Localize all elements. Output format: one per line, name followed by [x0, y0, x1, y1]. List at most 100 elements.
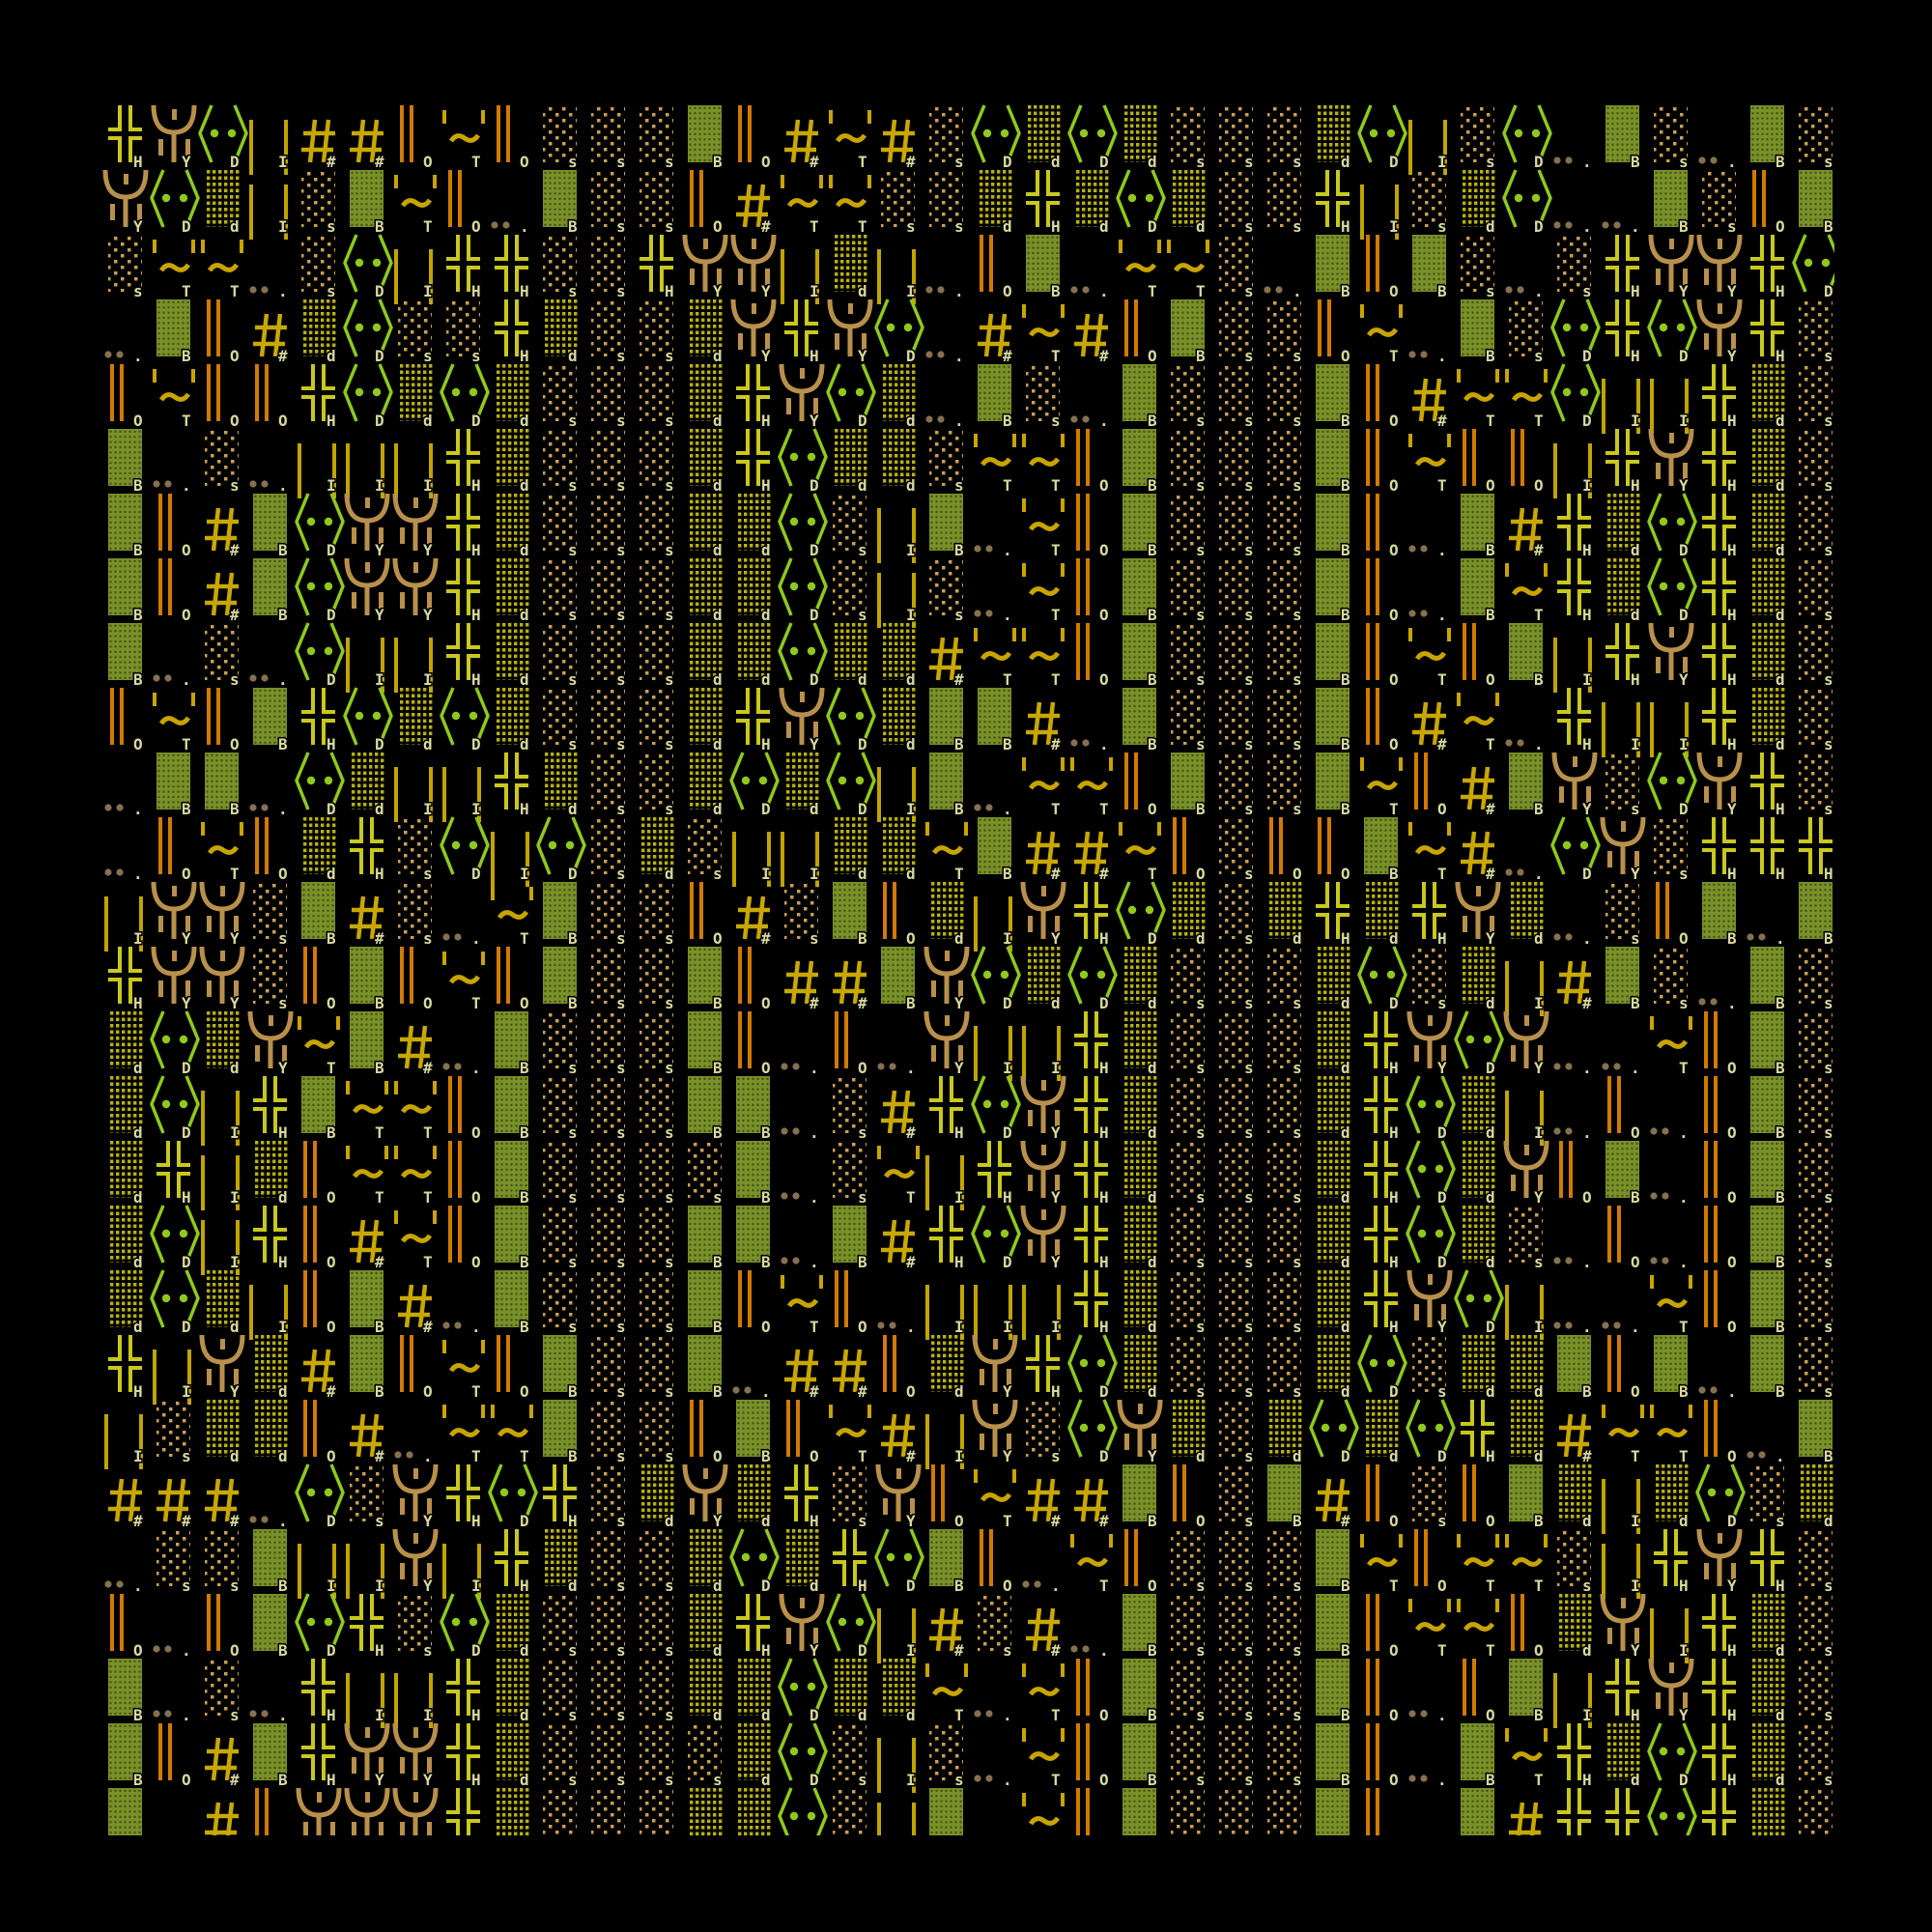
two-dots-icon: [1553, 1063, 1573, 1070]
quote-tilde-icon: [974, 628, 1016, 659]
two-dots-icon: [781, 1127, 800, 1135]
angle-bracket-eyes-icon: [1550, 362, 1601, 423]
angle-bracket-eyes-icon: [1454, 1009, 1504, 1070]
angle-bracket-eyes-icon: [1695, 1463, 1746, 1523]
two-dots-icon: [1505, 868, 1524, 876]
quote-tilde-icon: [1022, 498, 1065, 529]
grid-row-code: B.s.DIIHdsssddDdd#TTOBsssBOTOBIHYHds: [133, 670, 1833, 689]
angle-bracket-eyes-icon: [971, 103, 1021, 164]
quote-tilde-icon: [1070, 1534, 1113, 1565]
double-bar-icon: [1559, 1141, 1573, 1198]
dense-dots-icon: [1750, 1788, 1785, 1835]
double-bar-icon: [1366, 494, 1379, 551]
angle-bracket-eyes-icon: [295, 1592, 345, 1653]
angle-bracket-eyes-icon: [1647, 298, 1697, 358]
two-dots-icon: [877, 1063, 896, 1070]
angle-bracket-eyes-icon: [1406, 1139, 1456, 1200]
angle-bracket-eyes-icon: [1406, 1398, 1456, 1459]
two-dots-icon: [1553, 933, 1573, 941]
double-bar-icon: [1704, 1011, 1718, 1068]
two-dots-icon: [153, 1645, 172, 1653]
double-bar-icon: [400, 947, 413, 1004]
angle-bracket-eyes-icon: [1550, 815, 1601, 876]
angle-bracket-eyes-icon: [1792, 233, 1834, 294]
angle-bracket-eyes-icon: [150, 1204, 200, 1264]
double-bar-icon: [1704, 1141, 1718, 1198]
quote-tilde-icon: [829, 110, 871, 141]
quote-tilde-icon: [1457, 369, 1499, 400]
grid-row-code: .BO#dDssHdssdYHYD.#T#OBssOT.BsDHDYHs: [133, 347, 1833, 365]
quote-tilde-icon: [394, 175, 437, 206]
double-bar-icon: [1366, 623, 1379, 680]
double-bar-icon: [1704, 1400, 1718, 1457]
angle-bracket-eyes-icon: [343, 298, 393, 358]
quote-tilde-icon: [1022, 1728, 1065, 1759]
trident-icon: [298, 1788, 339, 1845]
double-bar-icon: [207, 299, 220, 356]
angle-bracket-eyes-icon: [150, 1009, 200, 1070]
double-bar-icon: [738, 105, 752, 162]
double-bar-icon: [303, 1141, 317, 1198]
two-dots-icon: [877, 1321, 896, 1329]
angle-bracket-eyes-icon: [826, 686, 876, 747]
double-bar-icon: [1704, 1270, 1718, 1327]
angle-bracket-eyes-icon: [971, 1204, 1021, 1264]
two-dots-icon: [442, 1063, 462, 1070]
quote-tilde-icon: [1022, 757, 1065, 788]
dense-dots-icon: [736, 1788, 771, 1835]
double-bar-icon: [1173, 817, 1186, 874]
quote-tilde-icon: [925, 1663, 968, 1694]
two-dots-icon: [1747, 1451, 1766, 1459]
double-bar-icon: [207, 1594, 220, 1651]
quote-tilde-icon: [153, 693, 195, 724]
two-dots-icon: [974, 545, 993, 553]
angle-bracket-eyes-icon: [778, 492, 828, 553]
double-bar-icon: [1076, 494, 1090, 551]
two-dots-icon: [1264, 286, 1283, 294]
quote-tilde-icon: [1022, 1663, 1065, 1694]
double-bar-icon: [1366, 1723, 1379, 1780]
quote-tilde-icon: [1650, 1275, 1692, 1306]
angle-bracket-eyes-icon: [440, 686, 490, 747]
double-bar-icon: [1463, 623, 1476, 680]
double-bar-icon: [1124, 299, 1138, 356]
quote-tilde-icon: [1505, 1728, 1548, 1759]
quote-tilde-icon: [442, 952, 485, 982]
two-dots-icon: [394, 1451, 413, 1459]
double-bar-icon: [980, 235, 993, 292]
two-dots-icon: [153, 674, 172, 682]
double-bar-icon: [1366, 429, 1379, 486]
two-dots-icon: [925, 286, 945, 294]
double-bar-icon: [255, 1788, 269, 1835]
quote-tilde-icon: [829, 1405, 871, 1435]
double-bar-icon: [931, 1464, 945, 1521]
grid-row-code: dHIdOTTOBssssB.sTIHYHdsssdHDdYOB.OBs: [133, 1188, 1833, 1207]
angle-bracket-eyes-icon: [440, 1592, 490, 1653]
angle-bracket-eyes-icon: [150, 1268, 200, 1329]
angle-bracket-eyes-icon: [971, 945, 1021, 1006]
double-bar-icon: [1173, 1464, 1186, 1521]
quote-tilde-icon: [491, 1405, 533, 1435]
double-cross-icon: [1605, 1788, 1639, 1835]
double-bar-icon: [1463, 1659, 1476, 1716]
two-dots-icon: [1022, 1580, 1041, 1588]
hash-icon: [205, 1803, 239, 1845]
two-dots-icon: [1747, 933, 1766, 941]
double-bar-icon: [738, 1270, 752, 1327]
trident-icon: [395, 1788, 436, 1845]
double-bar-icon: [1366, 1464, 1379, 1521]
angle-bracket-eyes-icon: [343, 686, 393, 747]
quote-tilde-icon: [1408, 628, 1451, 659]
quote-tilde-icon: [1119, 240, 1161, 270]
double-bar-icon: [497, 1335, 510, 1392]
glyph-grid: [104, 103, 1834, 1845]
angle-bracket-eyes-icon: [729, 1527, 780, 1588]
quote-tilde-icon: [974, 434, 1016, 465]
two-dots-icon: [1650, 1127, 1669, 1135]
two-dots-icon: [1602, 1063, 1621, 1070]
two-dots-icon: [249, 1516, 269, 1523]
angle-bracket-eyes-icon: [1647, 492, 1697, 553]
grid-row-code: .BB.DdIIHdssdDdDIB.TTOBssBTO#BYsDYHs: [133, 800, 1833, 818]
angle-bracket-eyes-icon: [488, 1463, 538, 1523]
angle-bracket-eyes-icon: [150, 1074, 200, 1135]
